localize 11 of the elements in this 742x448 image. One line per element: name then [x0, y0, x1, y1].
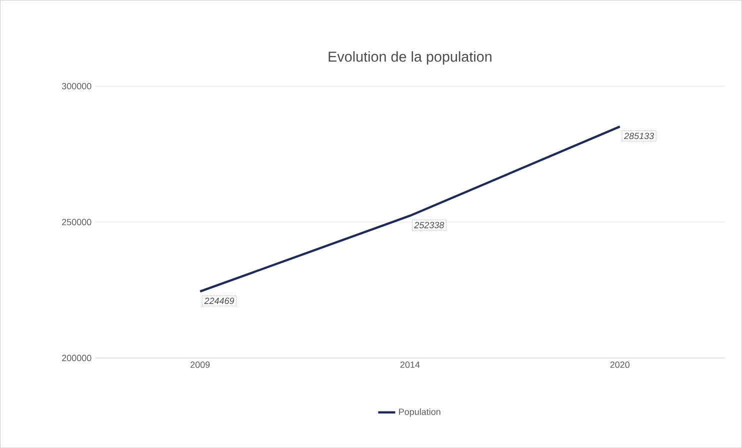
data-label: 285133	[624, 132, 654, 140]
legend-label: Population	[399, 408, 440, 417]
y-tick-label: 200000	[62, 354, 92, 362]
y-tick-label: 250000	[62, 218, 92, 226]
x-tick-label: 2020	[610, 361, 630, 368]
y-tick-label: 300000	[62, 82, 92, 90]
chart-title: Evolution de la population	[328, 51, 492, 65]
x-tick-label: 2014	[400, 361, 420, 368]
data-label: 252338	[414, 222, 444, 228]
data-label: 224469	[204, 298, 234, 304]
x-tick-label: 2009	[190, 361, 210, 368]
